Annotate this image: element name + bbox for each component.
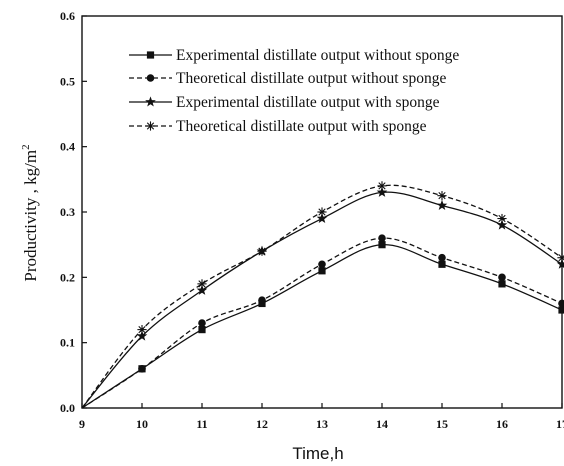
data-point-series-2: [558, 299, 564, 308]
data-point-series-3: [556, 258, 564, 269]
y-axis-label: Productivity , kg/m2: [20, 144, 40, 281]
data-point-series-1: [378, 241, 386, 249]
data-point-series-1: [438, 260, 446, 268]
x-tick-label: 14: [376, 417, 388, 431]
asterisk-stroke: [258, 247, 266, 255]
y-tick-label: 0.5: [60, 74, 75, 88]
data-point-series-3: [496, 219, 508, 230]
asterisk-stroke: [498, 214, 506, 223]
data-point-series-2: [198, 319, 206, 327]
x-tick-label: 16: [496, 417, 508, 431]
data-point-series-2: [498, 273, 506, 282]
data-point-series-4: [257, 246, 267, 256]
y-tick-label: 0.2: [60, 270, 75, 284]
y-axis-label-superscript: 2: [20, 144, 32, 150]
data-point-series-1: [318, 267, 326, 275]
legend-label-3: Experimental distillate output with spon…: [176, 94, 440, 111]
asterisk-stroke: [198, 280, 206, 288]
x-tick-label: 9: [79, 417, 85, 431]
legend-marker-2: [146, 74, 155, 82]
data-point-series-3: [376, 186, 388, 197]
y-tick-label: 0.1: [60, 336, 75, 350]
data-point-series-4: [497, 213, 507, 224]
data-point-series-3: [136, 330, 148, 341]
y-tick-label: 0.3: [60, 205, 75, 219]
legend-marker-3: [145, 96, 156, 107]
legend-marker-1: [146, 51, 155, 59]
legend-label-1: Experimental distillate output without s…: [176, 47, 459, 64]
data-point-series-4: [317, 207, 327, 217]
legend-label-4: Theoretical distillate output with spong…: [176, 118, 427, 135]
x-tick-label: 17: [556, 417, 564, 431]
x-tick-label: 15: [436, 417, 448, 431]
data-point-series-1: [198, 326, 206, 334]
y-tick-label: 0.4: [60, 140, 75, 154]
y-tick-label: 0.6: [60, 9, 75, 23]
x-tick-label: 11: [196, 417, 207, 431]
data-point-series-4: [197, 279, 207, 289]
series-group: [81, 181, 564, 409]
data-point-series-1: [498, 280, 506, 288]
asterisk-stroke: [138, 325, 146, 334]
data-point-series-2: [258, 296, 266, 305]
data-point-series-3: [316, 212, 328, 224]
data-point-series-4: [377, 181, 387, 191]
y-axis-label-text: Productivity , kg/m: [21, 150, 40, 282]
asterisk-stroke: [378, 182, 386, 190]
data-point-series-2: [438, 253, 446, 262]
data-point-series-4: [557, 253, 564, 263]
asterisk-stroke: [558, 254, 564, 262]
x-tick-label: 13: [316, 417, 328, 431]
x-tick-label: 12: [256, 417, 268, 431]
data-point-series-3: [196, 284, 208, 295]
asterisk-stroke: [318, 208, 326, 216]
x-tick-label: 10: [136, 417, 148, 431]
y-tick-label: 0.0: [60, 401, 75, 415]
asterisk-stroke: [146, 122, 155, 130]
data-point-series-4: [437, 191, 447, 201]
data-point-series-4: [137, 325, 147, 335]
legend-marker-4: [145, 121, 156, 131]
data-point-series-2: [378, 234, 386, 242]
data-point-series-3: [436, 199, 448, 210]
data-point-series-2: [138, 365, 146, 373]
axis-ticks: 9 10 11 12 13 14 15 16 17 0.0 0.1 0.2 0.3 0.4 0.5 0.6: [60, 9, 564, 431]
chart-legend: Experimental distillate output without s…: [129, 47, 459, 135]
data-point-series-1: [558, 306, 564, 314]
series-line-3: [81, 191, 563, 409]
legend-label-2: Theoretical distillate output without sp…: [176, 70, 446, 87]
data-point-series-2: [318, 260, 326, 269]
x-axis-label: Time,h: [292, 444, 343, 463]
asterisk-stroke: [438, 192, 446, 200]
